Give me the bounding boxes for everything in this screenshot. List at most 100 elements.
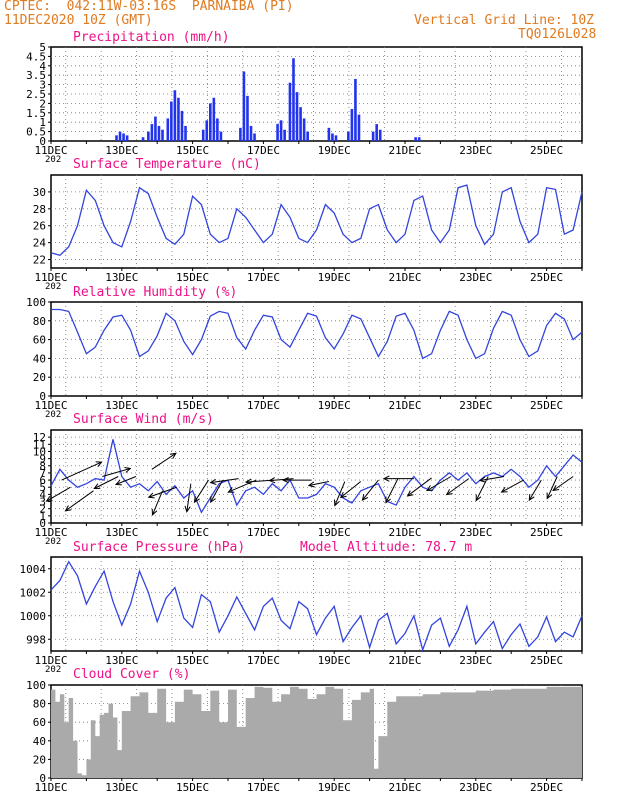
wind-arrow-head [307,481,315,488]
wind-arrow [65,490,94,512]
wind-arrow [480,476,505,481]
precip-bar [246,95,249,141]
panel-title: Precipitation (mm/h) [73,30,230,45]
wind-arrow [385,478,399,503]
x-tick-label: 13DEC [105,526,138,539]
wind-arrow [151,452,177,470]
x-tick-label: 21DEC [388,526,421,539]
x-tick-label: 21DEC [388,781,421,794]
y-tick-label: 24 [33,237,47,250]
wind-arrow-head [475,494,482,502]
precip-bar [357,114,361,141]
x-tick-label: 23DEC [459,781,492,794]
x-tick-label: 23DEC [459,144,492,157]
year-fragment: 202 [45,665,61,675]
x-tick-label: 21DEC [388,271,421,284]
wind-arrow-head [93,483,101,490]
year-fragment: 202 [45,537,61,547]
wind-arrow-head [528,494,535,502]
precip-bar [177,97,180,141]
wind-arrow-head [339,491,347,499]
wind-arrow-head [425,485,434,492]
precip-bar [292,58,295,141]
precip-bar [306,131,309,141]
y-tick-label: 7 [39,467,46,480]
precip-bar [122,133,125,141]
y-tick-label: 4 [39,488,46,501]
x-tick-label: 25DEC [530,526,563,539]
x-tick-label: 17DEC [247,399,280,412]
wind-arrow-head [147,492,155,499]
x-tick-label: 17DEC [247,271,280,284]
wind-arrow-head [406,490,414,497]
wind-arrow [308,481,329,486]
year-fragment: 202 [45,410,61,420]
x-tick-label: 19DEC [318,271,351,284]
x-tick-label: 25DEC [530,399,563,412]
panel-1: 22 24 26 28 30 11DEC 13DEC 15DEC 17DEC 19DEC 21DEC… [33,157,583,292]
y-tick-label: 80 [33,315,46,328]
wind-arrow [194,479,209,503]
x-tick-label: 19DEC [318,399,351,412]
y-tick-label: 0 [39,772,46,785]
y-tick-label: 80 [33,698,46,711]
y-tick-label: 28 [33,203,46,216]
y-tick-label: 60 [33,716,46,729]
x-tick-label: 13DEC [105,654,138,667]
plot-frame [50,301,583,397]
wind-arrow-head [210,496,216,504]
wind-arrow-head [151,508,158,516]
wind-arrow-head [382,475,390,482]
x-tick-label: 25DEC [530,781,563,794]
y-tick-label: 2.5 [26,88,46,101]
x-tick-label: 11DEC [34,526,67,539]
y-tick-label: 100 [26,296,46,309]
precip-bar [212,97,216,141]
x-tick-label: 19DEC [318,144,351,157]
x-tick-label: 17DEC [247,526,280,539]
precip-bar [150,124,154,141]
wind-arrow-head [334,499,340,507]
y-tick-label: 2 [39,503,46,516]
precip-bar [276,124,279,141]
precip-bar [334,135,338,141]
y-tick-label: 3.5 [26,69,46,82]
y-tick-label: 0 [39,135,46,148]
wind-arrow [552,476,574,491]
x-tick-label: 11DEC [34,399,67,412]
wind-arrow [269,478,294,482]
wind-arrow-head [282,477,289,484]
precip-bar [253,133,256,141]
x-tick-label: 25DEC [530,271,563,284]
precip-bar [201,129,205,141]
x-tick-label: 23DEC [459,526,492,539]
precip-bar [354,78,357,141]
x-tick-label: 15DEC [176,781,209,794]
y-tick-label: 11 [33,438,46,451]
wind-arrow-head [361,494,369,501]
year-fragment: 202 [45,155,61,165]
wind-arrow [334,481,346,506]
precip-bar [331,133,334,141]
wind-arrow [186,483,192,512]
wind-arrow-head [445,489,453,496]
wind-arrows [45,452,574,516]
y-tick-label: 1 [39,116,46,129]
y-tick-label: 1002 [20,586,47,599]
plot-frame [50,46,583,142]
x-tick-label: 15DEC [176,271,209,284]
x-tick-label: 17DEC [247,781,280,794]
wind-arrow [152,490,163,515]
y-tick-label: 998 [26,633,46,646]
panel-5: 0 20 40 60 80 100 11DEC 13DEC 15DEC 17DEC 19DEC 21D… [26,667,583,794]
y-tick-label: 10 [33,445,46,458]
precip-bar [242,71,246,141]
wind-arrow-head [546,492,553,500]
panel-0: 00.511.522.533.544.55 11DEC 13DEC 15DEC 17DE… [26,30,583,165]
series-line [50,184,583,257]
precip-bar [414,137,417,141]
x-tick-label: 13DEC [105,399,138,412]
wind-arrow [102,468,131,477]
x-tick-label: 13DEC [105,144,138,157]
model-code: TQ0126L028 [518,27,597,42]
